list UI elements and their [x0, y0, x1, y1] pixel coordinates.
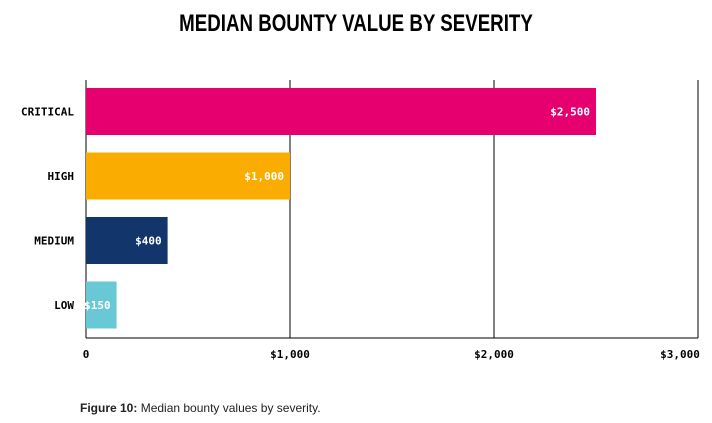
bar-critical — [86, 88, 596, 135]
bar-medium — [86, 217, 168, 264]
x-tick-label-3: $3,000 — [660, 348, 700, 361]
value-label-low: $150 — [84, 299, 111, 312]
x-tick-label-2: $2,000 — [474, 348, 514, 361]
caption-text: Median bounty values by severity. — [137, 401, 321, 415]
category-label-high: HIGH — [48, 170, 75, 183]
caption-figure-number: Figure 10: — [80, 401, 138, 415]
chart-title: MEDIAN BOUNTY VALUE BY SEVERITY — [179, 10, 533, 37]
category-label-medium: MEDIUM — [34, 235, 74, 248]
value-label-high: $1,000 — [244, 170, 284, 183]
x-tick-label-1: $1,000 — [270, 348, 310, 361]
figure-caption: Figure 10: Median bounty values by sever… — [80, 401, 321, 415]
category-label-critical: CRITICAL — [21, 106, 74, 119]
category-label-low: LOW — [54, 299, 74, 312]
value-label-critical: $2,500 — [550, 106, 590, 119]
value-label-medium: $400 — [135, 235, 162, 248]
x-tick-label-0: 0 — [83, 348, 90, 361]
bar-low — [86, 281, 117, 329]
bar-high — [86, 152, 290, 200]
